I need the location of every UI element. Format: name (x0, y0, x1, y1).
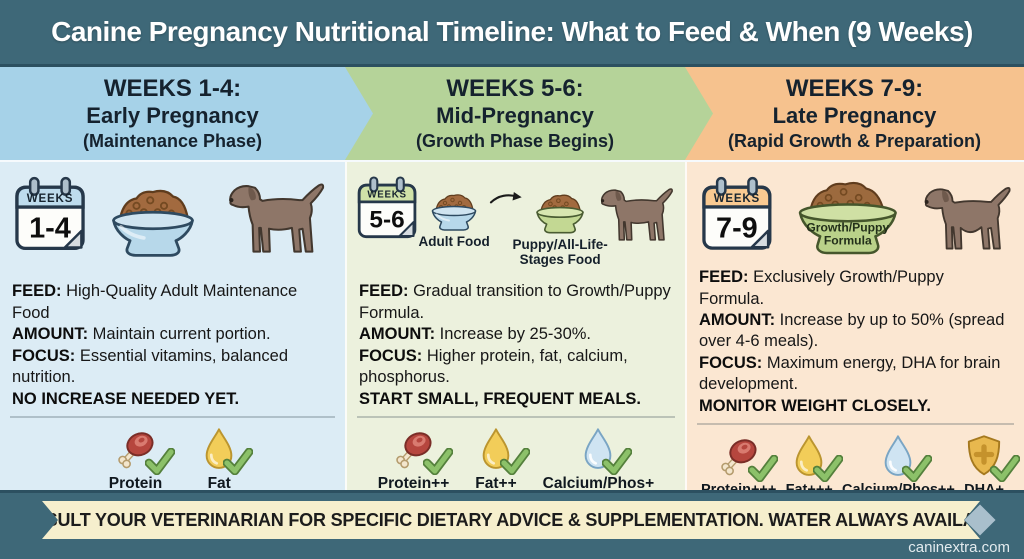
phase-columns: WEEKS 1-4 FEED: High-Quality Adult Maint… (0, 160, 1024, 498)
calendar-icon: WEEKS 1-4 (15, 176, 85, 250)
focus-line: FOCUS: Maximum energy, DHA for brain dev… (699, 353, 1001, 394)
amount-line: AMOUNT: Increase by 25-30%. (359, 325, 592, 344)
column-early-pregnancy: WEEKS 1-4 FEED: High-Quality Adult Maint… (0, 162, 345, 492)
phase-weeks-label: WEEKS 7-9: (785, 74, 924, 102)
column2-details: FEED: Gradual transition to Growth/Puppy… (347, 277, 685, 410)
title-bar: Canine Pregnancy Nutritional Timeline: W… (0, 0, 1024, 67)
check-icon (423, 448, 453, 475)
phase-weeks-label: WEEKS 1-4: (103, 74, 242, 102)
calendar-icon: WEEKS 7-9 (702, 176, 772, 250)
bowl-caption: Puppy/All-Life-Stages Food (512, 236, 608, 267)
nutrient-fat: Fat++ (475, 427, 516, 492)
calendar-icon: WEEKS 5-6 (357, 176, 417, 239)
puppy-food-bowl: Puppy/All-Life-Stages Food (512, 190, 608, 268)
nutrient-protein: Protein+++ (701, 434, 778, 498)
column2-nutrients: Protein++ Fat++ Calcium/Phos+ (357, 416, 675, 492)
dog-icon (600, 188, 674, 241)
page-title: Canine Pregnancy Nutritional Timeline: W… (51, 16, 973, 47)
svg-text:WEEKS: WEEKS (27, 193, 73, 205)
advice-ribbon: CONSULT YOUR VETERINARIAN FOR SPECIFIC D… (42, 501, 980, 539)
svg-text:7-9: 7-9 (716, 212, 758, 244)
column2-illustrations: WEEKS 5-6 Adult Food Puppy/All-Life-Stag… (347, 162, 685, 277)
feed-line: FEED: Gradual transition to Growth/Puppy… (359, 282, 671, 322)
phase-header-weeks-1-4: WEEKS 1-4: Early Pregnancy (Maintenance … (0, 67, 373, 160)
pregnant-dog-icon (924, 186, 1011, 250)
check-icon (602, 448, 632, 475)
check-icon (813, 455, 843, 482)
amount-line: AMOUNT: Maintain current portion. (12, 325, 271, 344)
nutrient-protein: Protein++ (378, 427, 453, 492)
focus-line: FOCUS: Essential vitamins, balanced nutr… (12, 346, 289, 387)
column3-details: FEED: Exclusively Growth/Puppy Formula. … (687, 263, 1024, 417)
column-late-pregnancy: WEEKS 7-9 Growth/Puppy Formula (685, 162, 1024, 498)
phase-name: Late Pregnancy (772, 103, 937, 129)
phase-subtitle: (Maintenance Phase) (82, 130, 263, 151)
phase-subtitle: (Growth Phase Begins) (415, 130, 615, 151)
nutrient-dha: DHA+ (964, 434, 1004, 498)
column1-nutrients: Protein Fat (10, 416, 335, 492)
focus-line: FOCUS: Higher protein, fat, calcium, pho… (359, 346, 628, 387)
nutrient-calcium: Calcium/Phos+ (543, 427, 654, 492)
amount-line: AMOUNT: Increase by up to 50% (spread ov… (699, 310, 1005, 351)
column1-illustrations: WEEKS 1-4 (0, 162, 345, 277)
nutrient-fat: Fat+++ (786, 434, 833, 498)
feed-line: FEED: Exclusively Growth/Puppy Formula. (699, 268, 944, 308)
check-icon (990, 455, 1020, 482)
check-icon (748, 455, 778, 482)
transition-arrow-icon (490, 191, 522, 204)
svg-text:Growth/Puppy: Growth/Puppy (806, 220, 889, 234)
advice-text: CONSULT YOUR VETERINARIAN FOR SPECIFIC D… (42, 501, 980, 539)
svg-text:WEEKS: WEEKS (367, 190, 406, 201)
dog-icon (228, 183, 325, 253)
column1-details: FEED: High-Quality Adult Maintenance Foo… (0, 277, 345, 410)
svg-text:1-4: 1-4 (29, 213, 71, 245)
check-icon (500, 448, 530, 475)
food-bowl-icon (536, 194, 584, 234)
check-icon (223, 448, 253, 475)
nutrient-protein: Protein (109, 427, 162, 492)
bowl-caption: Adult Food (418, 234, 490, 249)
column3-illustrations: WEEKS 7-9 Growth/Puppy Formula (687, 162, 1024, 263)
phase-header-weeks-7-9: WEEKS 7-9: Late Pregnancy (Rapid Growth … (685, 67, 1024, 160)
nutrient-calcium: Calcium/Phos++ (842, 434, 955, 498)
svg-text:5-6: 5-6 (369, 207, 404, 234)
svg-text:Formula: Formula (824, 234, 872, 248)
adult-food-bowl: Adult Food (418, 190, 490, 250)
growth-formula-bowl-icon: Growth/Puppy Formula (798, 181, 897, 255)
check-icon (902, 455, 932, 482)
emphasis-line: MONITOR WEIGHT CLOSELY. (699, 396, 931, 415)
feed-line: FEED: High-Quality Adult Maintenance Foo… (12, 282, 298, 322)
phase-subtitle: (Rapid Growth & Preparation) (727, 130, 981, 151)
website-credit: caninextra.com (908, 539, 1010, 556)
phase-weeks-label: WEEKS 5-6: (446, 74, 584, 102)
phase-name: Mid-Pregnancy (436, 103, 594, 129)
phase-header-row: WEEKS 1-4: Early Pregnancy (Maintenance … (0, 67, 1024, 160)
food-bowl-icon (111, 189, 195, 258)
column-mid-pregnancy: WEEKS 5-6 Adult Food Puppy/All-Life-Stag… (345, 162, 685, 492)
svg-text:WEEKS: WEEKS (714, 193, 760, 205)
emphasis-line: NO INCREASE NEEDED YET. (12, 389, 240, 408)
phase-header-weeks-5-6: WEEKS 5-6: Mid-Pregnancy (Growth Phase B… (345, 67, 713, 160)
phase-name: Early Pregnancy (86, 103, 259, 129)
nutrient-fat: Fat (202, 427, 236, 492)
check-icon (145, 448, 175, 475)
food-bowl-icon (431, 193, 477, 231)
emphasis-line: START SMALL, FREQUENT MEALS. (359, 389, 642, 408)
column3-nutrients: Protein+++ Fat+++ Calcium/Phos++ (697, 423, 1014, 498)
footer-bar: CONSULT YOUR VETERINARIAN FOR SPECIFIC D… (0, 490, 1024, 559)
